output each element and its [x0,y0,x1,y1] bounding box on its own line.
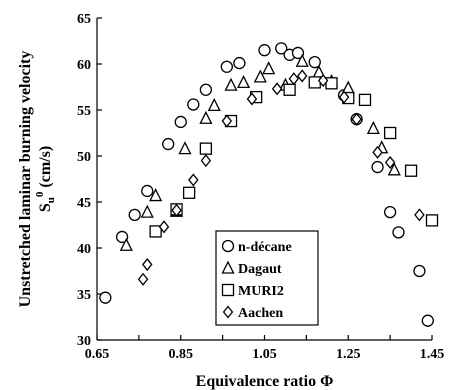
data-point [351,112,362,126]
data-point [371,160,384,174]
data-point [221,114,233,128]
x-tick-label: 0.85 [169,347,194,362]
legend-marker [221,260,235,274]
x-axis-label: Equivalence ratio Φ [196,373,334,390]
data-point [291,46,305,60]
legend-marker [221,239,235,253]
data-point [158,220,170,234]
data-point [237,74,251,89]
data-point [149,225,162,238]
y-tick-label: 50 [77,150,91,165]
data-point [142,258,153,272]
data-point [128,208,141,222]
data-point [199,142,213,155]
y-axis-label-unit: (cm/s) [37,146,54,192]
legend-label: MURI2 [238,284,284,299]
data-point [358,93,372,107]
data-point [308,56,321,69]
data-markers [99,42,439,327]
y-tick-label: 35 [77,288,91,303]
data-point [413,264,426,278]
y-tick-label: 55 [77,104,91,119]
data-point [246,92,258,106]
data-point [162,137,175,151]
data-point [262,61,276,75]
y-axis-label-sub: u [45,197,57,203]
data-point [187,98,200,111]
data-point [140,204,154,218]
data-point [199,83,213,96]
data-point [283,83,296,96]
data-point [383,126,397,140]
data-point [384,155,396,169]
legend-marker [222,305,234,319]
data-point [271,82,283,96]
x-tick-label: 1.25 [336,347,361,362]
data-point [174,115,187,129]
data-point [414,208,425,222]
y-tick-group: 30 35 40 45 50 55 60 65 [77,12,102,349]
data-point [404,164,418,177]
y-axis-label: Unstretched laminar burning velocity Su0… [17,51,57,308]
data-point [115,230,129,244]
data-point [308,76,321,89]
data-point [207,97,221,112]
data-point [288,72,300,86]
y-tick-label: 45 [77,196,91,211]
y-axis-label-sup: 0 [34,191,46,197]
y-axis-label-main: S [37,203,54,212]
y-tick-label: 40 [77,242,91,257]
data-point [387,162,401,176]
data-point [295,53,309,67]
legend-label: Dagaut [238,262,282,277]
data-point [199,110,213,124]
data-point [392,226,405,239]
data-point [119,237,133,251]
series-0 [99,42,434,327]
legend-label: n-décane [238,240,292,255]
y-tick-label: 30 [77,334,91,349]
data-point [220,60,233,73]
data-point [141,184,154,198]
y-axis-label-line2: Su0 (cm/s) [34,146,57,212]
data-point [275,42,288,55]
series-1 [119,53,401,251]
data-point [421,314,434,327]
data-point [188,173,199,187]
legend: n-décane Dagaut MURI2 Aachen [215,230,319,326]
data-point [149,188,163,202]
data-point [171,203,182,217]
data-point [366,120,380,135]
data-point [233,56,246,70]
data-point [325,77,338,90]
data-point [137,272,149,286]
data-point [258,44,271,57]
x-tick-label: 1.05 [252,347,277,362]
data-point [178,141,192,155]
data-point [317,74,329,88]
data-point [372,145,383,159]
data-point [182,186,196,199]
data-point [200,154,212,168]
y-axis-label-line1: Unstretched laminar burning velocity [17,51,34,308]
data-point [338,90,350,104]
data-point [296,69,308,83]
data-point [253,69,267,83]
data-point [99,291,112,304]
data-point [425,214,439,227]
x-tick-label: 1.45 [420,347,445,362]
y-tick-label: 60 [77,58,91,73]
legend-label: Aachen [238,306,283,321]
legend-marker [221,283,235,297]
x-tick-label: 0.65 [85,347,110,362]
series-3 [137,69,425,286]
x-tick-group: 0.65 0.85 1.05 1.25 1.45 [85,335,445,362]
data-point [224,77,238,91]
y-tick-label: 65 [77,12,91,27]
data-point [383,205,397,219]
